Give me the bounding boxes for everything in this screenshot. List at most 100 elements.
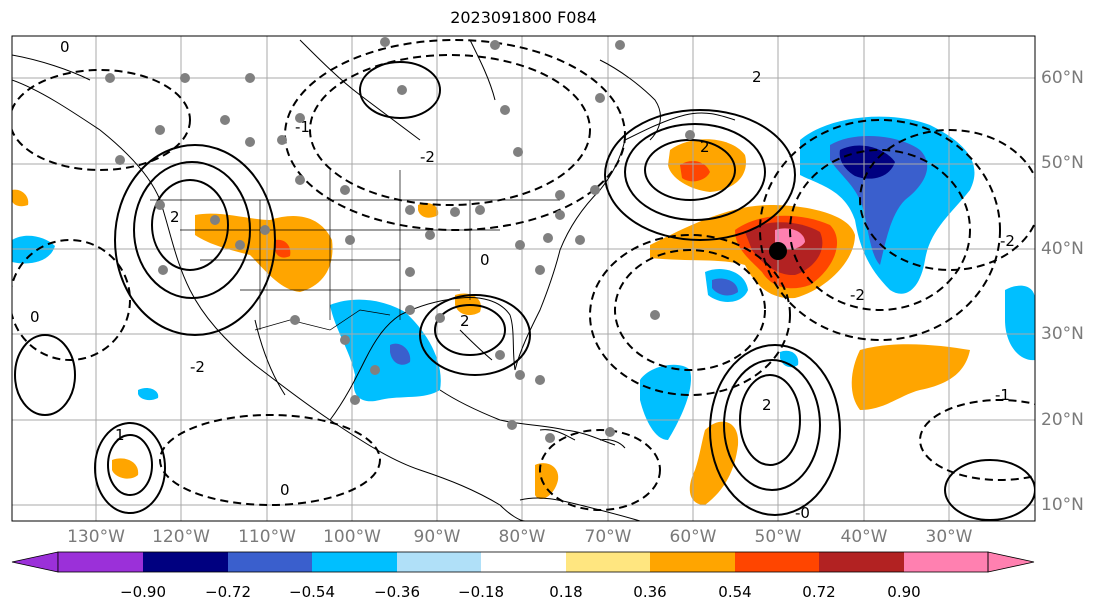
gray-marker <box>405 267 415 277</box>
colorbar-tick: −0.72 <box>205 583 251 601</box>
colorbar-segment <box>228 552 312 572</box>
contour-label: -2 <box>850 286 865 304</box>
gray-marker <box>295 113 305 123</box>
colorbar-segment <box>312 552 397 572</box>
gray-marker <box>615 40 625 50</box>
gray-marker <box>210 215 220 225</box>
gray-marker <box>115 155 125 165</box>
gray-marker <box>515 370 525 380</box>
gray-marker <box>260 225 270 235</box>
colorbar-tick: 0.18 <box>549 583 583 601</box>
colorbar-tick: −0.90 <box>120 583 166 601</box>
contour-label: -0 <box>795 504 810 522</box>
gray-marker <box>450 207 460 217</box>
colorbar-segment <box>735 552 819 572</box>
negative-anomaly-region <box>712 278 738 296</box>
colorbar-segment <box>904 552 988 572</box>
gray-marker <box>507 420 517 430</box>
gray-marker <box>545 433 555 443</box>
gray-marker <box>490 40 500 50</box>
gray-marker <box>155 125 165 135</box>
longitude-label: 80°W <box>498 527 546 547</box>
contour-label: 2 <box>170 208 180 226</box>
longitude-label: 70°W <box>584 527 632 547</box>
gray-marker <box>543 233 553 243</box>
contour-label: 2 <box>700 138 710 156</box>
colorbar-tick: −0.36 <box>374 583 420 601</box>
gray-marker <box>220 115 230 125</box>
gray-marker <box>340 185 350 195</box>
gray-marker <box>245 137 255 147</box>
gray-marker <box>425 230 435 240</box>
longitude-label: 90°W <box>413 527 461 547</box>
gray-marker <box>515 240 525 250</box>
gray-marker <box>650 310 660 320</box>
gray-marker <box>277 135 287 145</box>
colorbar-segment <box>650 552 735 572</box>
negative-contours <box>12 39 1035 511</box>
contour-label: 0 <box>280 481 290 499</box>
contour-label: -2 <box>190 358 205 376</box>
negative-anomaly-region <box>1005 285 1035 361</box>
negative-anomaly-region <box>330 299 441 402</box>
positive-anomaly-region <box>112 458 139 479</box>
gray-marker <box>350 395 360 405</box>
colorbar-tick: 0.36 <box>633 583 667 601</box>
colorbar-tick: 0.54 <box>718 583 752 601</box>
positive-anomaly-region <box>418 203 439 218</box>
latitude-label: 30°N <box>1041 324 1084 344</box>
gray-marker <box>397 85 407 95</box>
gray-marker <box>290 315 300 325</box>
longitude-label: 30°W <box>925 527 973 547</box>
gray-marker <box>155 200 165 210</box>
negative-anomaly-region <box>640 364 691 440</box>
contour-label: -2 <box>420 148 435 166</box>
gray-marker <box>245 73 255 83</box>
positive-contours <box>14 61 1035 521</box>
positive-anomaly-region <box>680 160 710 182</box>
contour-label: -1 <box>995 386 1010 404</box>
positive-anomaly-region <box>195 213 333 292</box>
gray-marker <box>513 147 523 157</box>
longitude-label: 120°W <box>152 527 210 547</box>
gray-marker <box>295 175 305 185</box>
gray-marker <box>575 235 585 245</box>
gray-marker <box>345 235 355 245</box>
colorbar-segment <box>566 552 650 572</box>
gray-marker <box>340 335 350 345</box>
colorbar-segment <box>58 552 143 572</box>
colorbar-under-arrow <box>11 551 59 573</box>
gray-marker <box>475 205 485 215</box>
latitude-label: 10°N <box>1041 495 1084 515</box>
latitude-label: 50°N <box>1041 153 1084 173</box>
gray-marker <box>555 210 565 220</box>
longitude-label: 60°W <box>669 527 717 547</box>
contour-label: 2 <box>460 312 470 330</box>
colorbar-segment <box>819 552 904 572</box>
colorbar <box>11 551 1035 573</box>
colorbar-tick: 0.72 <box>802 583 836 601</box>
gray-marker <box>370 365 380 375</box>
colorbar-tick: −0.54 <box>289 583 335 601</box>
gray-marker <box>535 265 545 275</box>
coastlines <box>12 39 736 521</box>
gray-markers <box>105 37 695 443</box>
gray-marker <box>535 375 545 385</box>
colorbar-tick: −0.18 <box>458 583 504 601</box>
gray-marker <box>555 190 565 200</box>
latitude-label: 20°N <box>1041 410 1084 430</box>
map-title: 2023091800 F084 <box>450 8 597 27</box>
contour-label: 0 <box>480 251 490 269</box>
gray-marker <box>105 73 115 83</box>
latitude-label: 40°N <box>1041 239 1084 259</box>
longitude-label: 40°W <box>840 527 888 547</box>
gray-marker <box>380 37 390 47</box>
gray-marker <box>605 427 615 437</box>
contour-label: -2 <box>1000 232 1015 250</box>
gray-marker <box>180 73 190 83</box>
gray-marker <box>685 130 695 140</box>
gray-marker <box>495 350 505 360</box>
gray-marker <box>158 265 168 275</box>
gray-marker <box>405 205 415 215</box>
